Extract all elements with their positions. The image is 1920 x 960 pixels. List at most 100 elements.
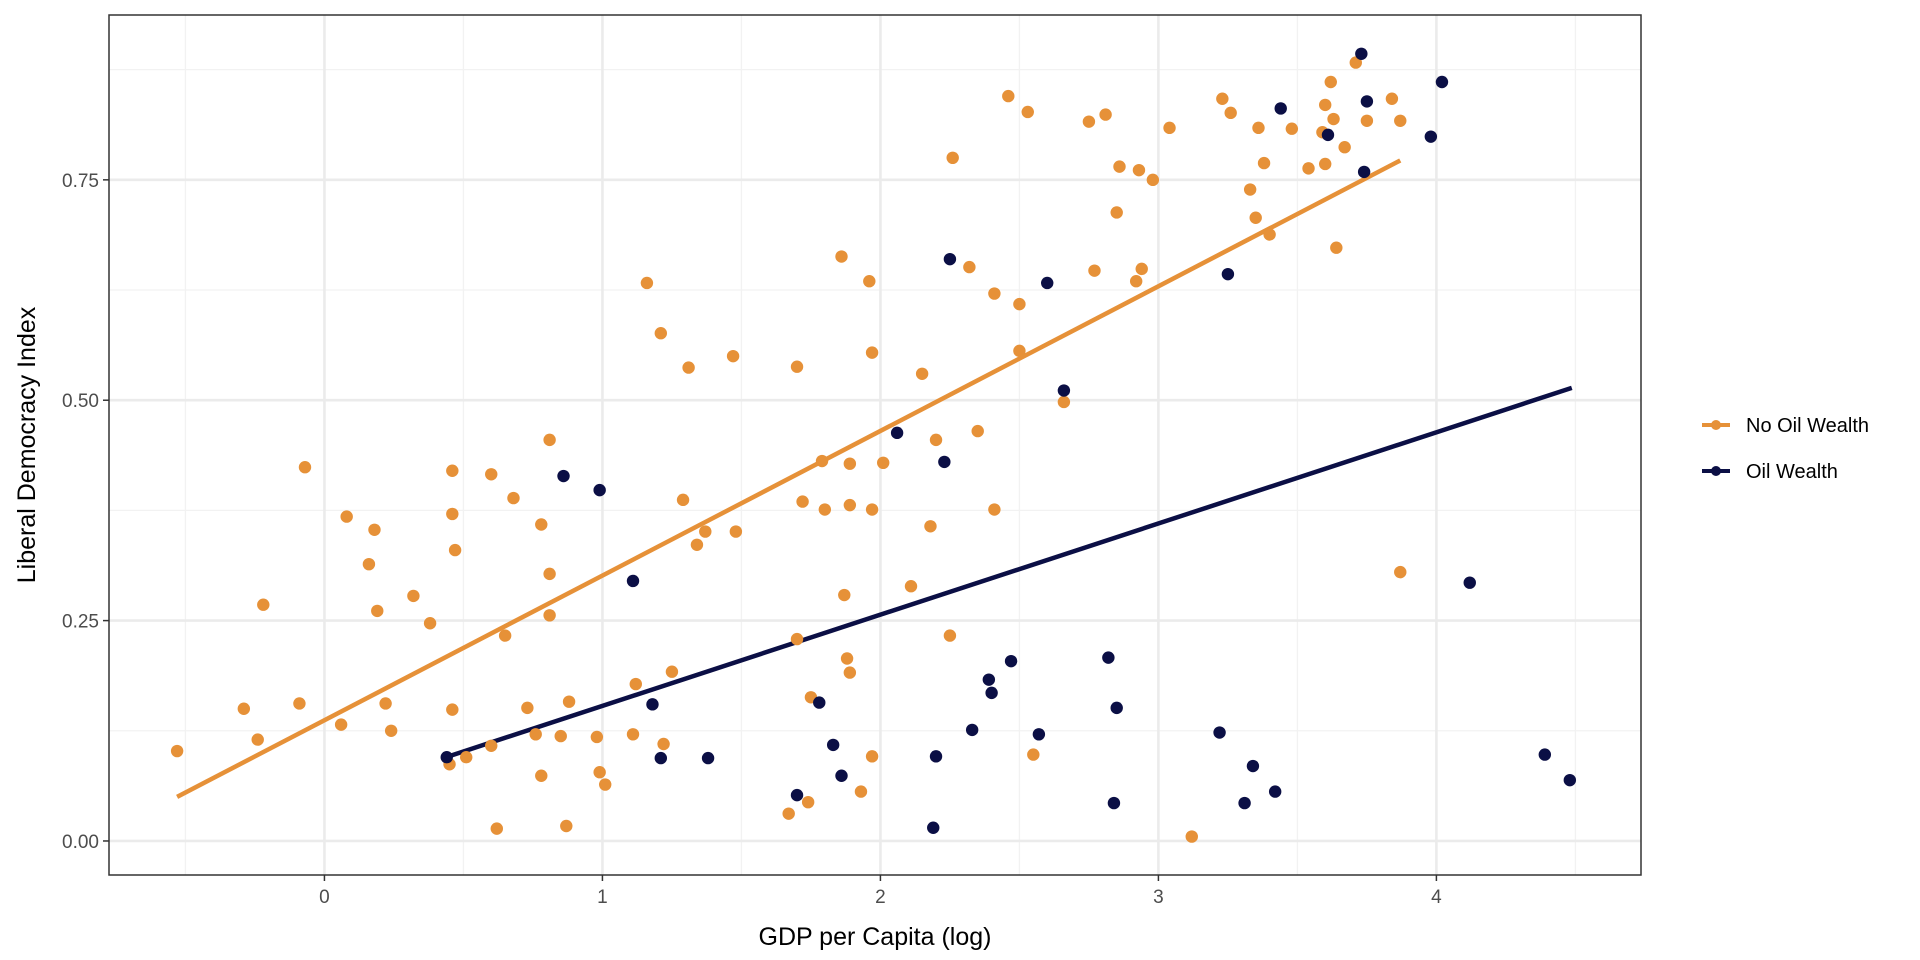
point-no-oil-wealth <box>843 498 857 512</box>
point-oil-wealth <box>938 455 951 469</box>
point-no-oil-wealth <box>988 503 1001 516</box>
point-no-oil-wealth <box>485 468 498 481</box>
point-no-oil-wealth <box>543 567 556 581</box>
point-no-oil-wealth <box>676 493 690 507</box>
point-no-oil-wealth <box>843 457 857 470</box>
y-axis-title: Liberal Democracy Index <box>13 306 41 583</box>
point-no-oil-wealth <box>865 503 879 516</box>
point-no-oil-wealth <box>815 454 829 468</box>
point-no-oil-wealth <box>790 632 804 646</box>
point-oil-wealth <box>1274 102 1287 115</box>
point-oil-wealth <box>1435 75 1449 89</box>
point-no-oil-wealth <box>1110 206 1123 219</box>
point-no-oil-wealth <box>293 697 306 710</box>
point-oil-wealth <box>701 751 715 765</box>
point-oil-wealth <box>982 673 996 686</box>
point-no-oil-wealth <box>946 151 959 165</box>
point-no-oil-wealth <box>521 701 534 715</box>
point-no-oil-wealth <box>835 250 848 263</box>
point-no-oil-wealth <box>988 287 1001 300</box>
point-oil-wealth <box>813 696 826 709</box>
point-no-oil-wealth <box>1360 114 1374 127</box>
point-no-oil-wealth <box>1252 121 1265 135</box>
point-oil-wealth <box>1360 95 1374 108</box>
x-tick-label: 1 <box>597 887 608 908</box>
legend-key-point-oil-wealth <box>1711 466 1721 476</box>
point-no-oil-wealth <box>1338 141 1351 154</box>
point-oil-wealth <box>440 751 453 764</box>
point-no-oil-wealth <box>1135 262 1148 276</box>
point-no-oil-wealth <box>535 518 548 531</box>
point-oil-wealth <box>1538 748 1552 761</box>
point-oil-wealth <box>557 469 570 483</box>
point-no-oil-wealth <box>796 495 809 508</box>
point-no-oil-wealth <box>1330 241 1343 254</box>
point-no-oil-wealth <box>690 538 704 551</box>
point-no-oil-wealth <box>1129 275 1143 288</box>
point-no-oil-wealth <box>340 510 353 523</box>
point-no-oil-wealth <box>657 737 670 751</box>
point-no-oil-wealth <box>915 367 929 380</box>
point-no-oil-wealth <box>384 724 398 737</box>
point-no-oil-wealth <box>1327 112 1340 126</box>
fit-line-no-oil-wealth <box>176 158 1402 799</box>
point-no-oil-wealth <box>1224 106 1237 120</box>
point-no-oil-wealth <box>1319 157 1332 171</box>
point-no-oil-wealth <box>460 751 473 764</box>
point-no-oil-wealth <box>654 327 668 340</box>
point-no-oil-wealth <box>407 589 420 603</box>
point-no-oil-wealth <box>1082 115 1096 128</box>
point-no-oil-wealth <box>1021 105 1034 119</box>
x-axis-title: GDP per Capita (log) <box>759 923 992 951</box>
y-tick-label: 0.50 <box>62 391 99 412</box>
point-no-oil-wealth <box>640 276 654 290</box>
point-oil-wealth <box>985 686 998 700</box>
x-tick-label: 0 <box>319 887 330 908</box>
point-no-oil-wealth <box>498 629 512 642</box>
point-no-oil-wealth <box>362 557 376 571</box>
point-no-oil-wealth <box>1088 264 1101 277</box>
point-no-oil-wealth <box>629 677 642 691</box>
legend-item-no-oil-wealth[interactable]: No Oil Wealth <box>1702 415 1869 437</box>
point-no-oil-wealth <box>865 750 879 763</box>
point-oil-wealth <box>1238 796 1251 810</box>
point-no-oil-wealth <box>1394 114 1407 127</box>
point-no-oil-wealth <box>838 588 851 602</box>
point-no-oil-wealth <box>446 507 459 521</box>
point-no-oil-wealth <box>535 769 548 782</box>
point-no-oil-wealth <box>1249 211 1262 224</box>
point-oil-wealth <box>1110 701 1123 715</box>
point-no-oil-wealth <box>1385 92 1399 105</box>
point-no-oil-wealth <box>943 629 957 642</box>
point-no-oil-wealth <box>593 766 606 779</box>
point-no-oil-wealth <box>904 580 918 593</box>
point-no-oil-wealth <box>448 543 462 557</box>
point-oil-wealth <box>1424 130 1438 143</box>
point-no-oil-wealth <box>963 260 976 274</box>
point-no-oil-wealth <box>1302 162 1315 175</box>
point-no-oil-wealth <box>682 361 695 374</box>
fit-lines <box>176 158 1573 799</box>
point-oil-wealth <box>1057 384 1071 397</box>
point-oil-wealth <box>646 698 659 711</box>
point-no-oil-wealth <box>1243 183 1257 196</box>
legend-label-no-oil-wealth: No Oil Wealth <box>1746 415 1869 437</box>
point-oil-wealth <box>1246 759 1260 773</box>
point-no-oil-wealth <box>699 525 712 538</box>
point-no-oil-wealth <box>562 695 576 708</box>
point-oil-wealth <box>965 723 979 737</box>
point-no-oil-wealth <box>1113 160 1126 173</box>
point-oil-wealth <box>1107 796 1121 810</box>
legend-item-oil-wealth[interactable]: Oil Wealth <box>1702 461 1838 483</box>
point-no-oil-wealth <box>423 617 437 630</box>
point-no-oil-wealth <box>1216 92 1229 105</box>
x-tick-label: 3 <box>1153 887 1164 908</box>
point-oil-wealth <box>1357 165 1371 179</box>
point-no-oil-wealth <box>665 665 679 678</box>
point-no-oil-wealth <box>529 728 542 741</box>
point-no-oil-wealth <box>1099 108 1112 121</box>
point-no-oil-wealth <box>1263 228 1276 241</box>
point-oil-wealth <box>929 750 943 763</box>
